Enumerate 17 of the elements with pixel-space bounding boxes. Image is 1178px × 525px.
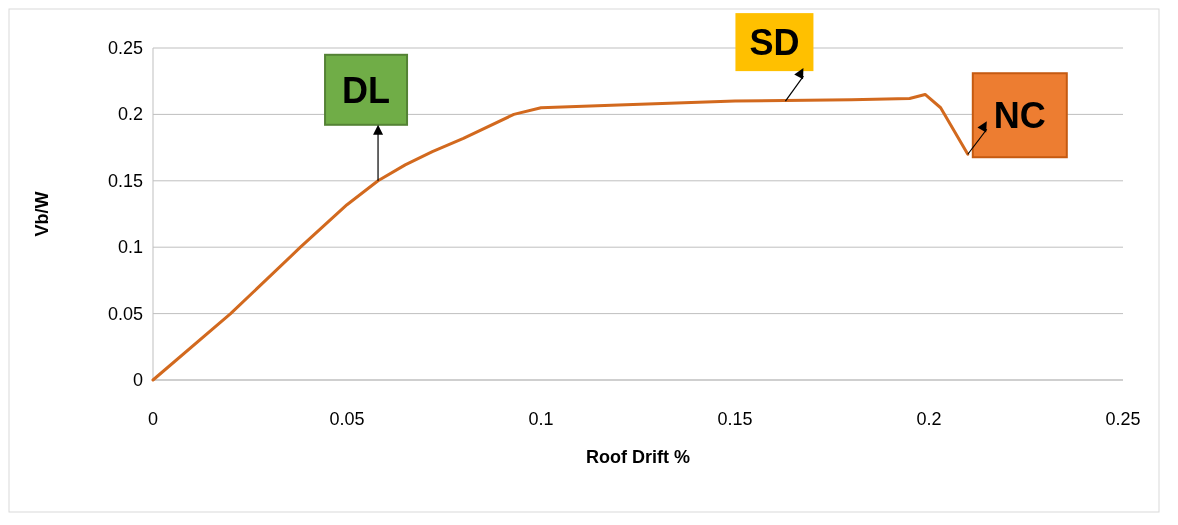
- x-tick-label: 0.2: [916, 409, 942, 429]
- x-tick-label: 0.1: [528, 409, 554, 429]
- y-tick-label: 0.05: [107, 303, 143, 324]
- annotation: NC: [993, 95, 1046, 137]
- x-tick-label: 0.25: [1105, 409, 1141, 429]
- annotation: SD: [749, 22, 800, 64]
- x-axis-title: Roof Drift %: [586, 447, 690, 467]
- annotation: DL: [342, 69, 391, 111]
- y-axis-title: Vb/W: [32, 191, 52, 237]
- y-tick-label: 0.2: [117, 104, 143, 125]
- x-tick-label: 0: [147, 409, 159, 429]
- y-tick-label: 0.15: [107, 170, 143, 191]
- x-tick-label: 0.05: [329, 409, 365, 429]
- y-tick-label: 0.1: [117, 237, 143, 258]
- x-tick-label: 0.15: [717, 409, 753, 429]
- y-tick-label: 0: [132, 370, 143, 390]
- y-tick-label: 0.25: [107, 38, 143, 58]
